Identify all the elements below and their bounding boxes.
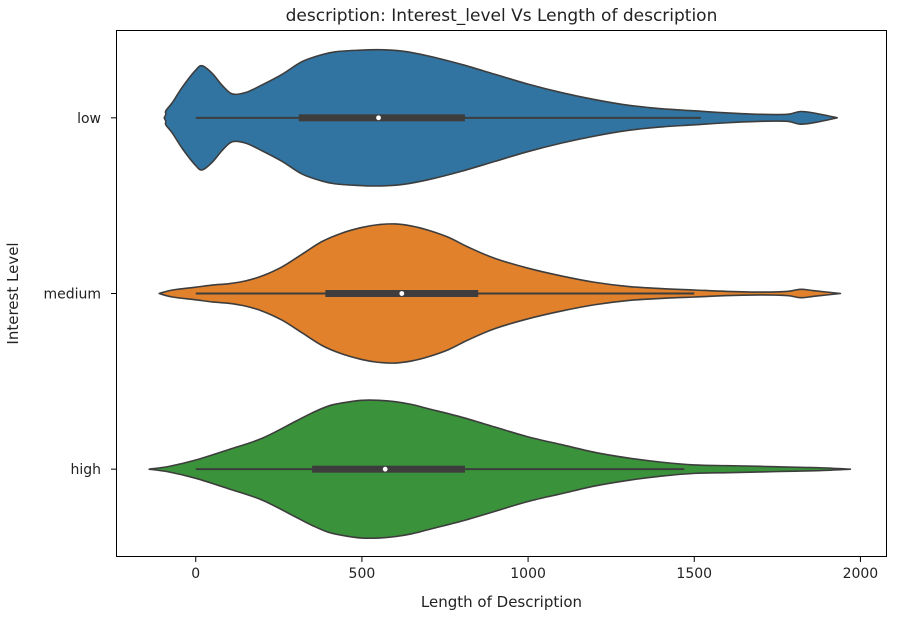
y-axis-ticks: low medium high bbox=[43, 111, 116, 478]
median-dot-high bbox=[382, 466, 388, 472]
median-dot-medium bbox=[399, 291, 405, 296]
chart-title: description: Interest_level Vs Length of… bbox=[286, 6, 718, 26]
y-tick-label: medium bbox=[43, 287, 101, 303]
violin-high bbox=[148, 399, 852, 540]
median-dot-low bbox=[376, 115, 381, 121]
iqr-box-low bbox=[298, 114, 465, 122]
x-tick-label: 1000 bbox=[510, 566, 546, 582]
y-axis-label: Interest Level bbox=[4, 242, 22, 344]
violin-low bbox=[163, 48, 838, 187]
x-tick-label: 0 bbox=[191, 566, 200, 582]
y-tick-label: low bbox=[77, 111, 101, 127]
x-axis-ticks: 0 500 1000 1500 2000 bbox=[191, 557, 878, 582]
violin-medium bbox=[158, 223, 842, 364]
iqr-box-high bbox=[312, 465, 465, 473]
x-tick-label: 2000 bbox=[843, 566, 879, 582]
x-tick-label: 1500 bbox=[676, 566, 712, 582]
x-axis-label: Length of Description bbox=[421, 593, 582, 611]
violins-layer bbox=[148, 48, 852, 540]
y-tick-label: high bbox=[70, 462, 101, 478]
plot-frame bbox=[116, 30, 887, 557]
x-tick-label: 500 bbox=[349, 566, 376, 582]
